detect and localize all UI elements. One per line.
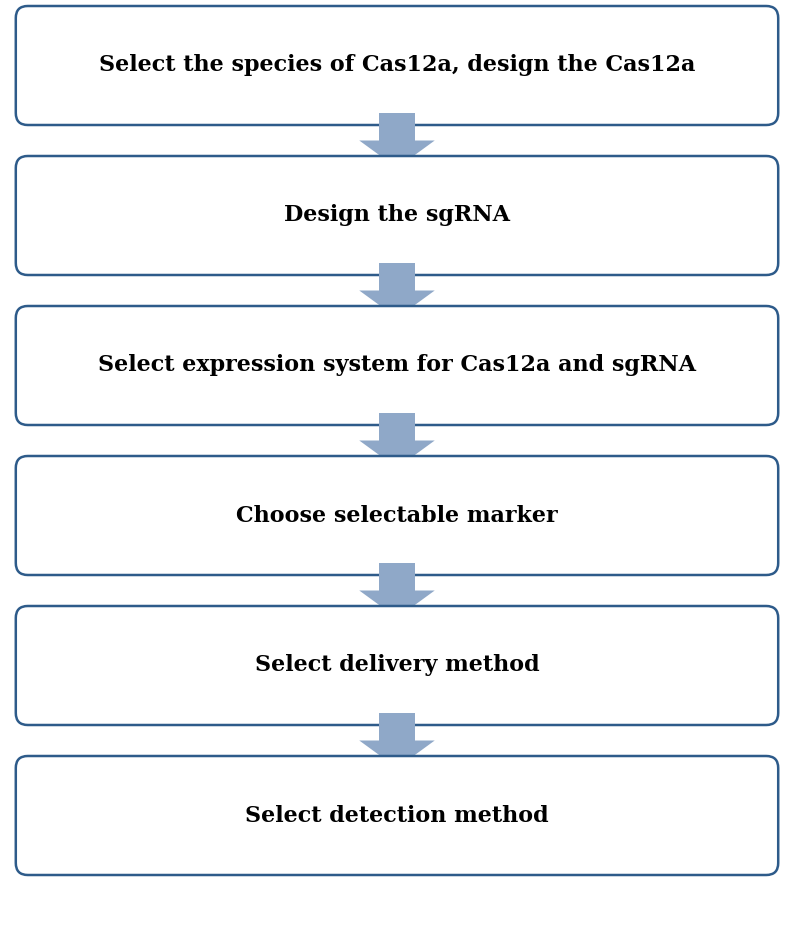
Polygon shape (380, 563, 414, 591)
Text: Design the sgRNA: Design the sgRNA (284, 205, 510, 227)
Text: Choose selectable marker: Choose selectable marker (236, 505, 558, 527)
FancyBboxPatch shape (16, 6, 778, 125)
FancyBboxPatch shape (16, 306, 778, 425)
FancyBboxPatch shape (16, 156, 778, 275)
FancyBboxPatch shape (16, 756, 778, 875)
Polygon shape (380, 713, 414, 741)
Text: Select detection method: Select detection method (245, 805, 549, 827)
Polygon shape (380, 413, 414, 441)
Polygon shape (380, 113, 414, 141)
FancyBboxPatch shape (16, 456, 778, 575)
Polygon shape (359, 591, 435, 618)
Polygon shape (380, 263, 414, 291)
Text: Select delivery method: Select delivery method (255, 655, 539, 677)
Polygon shape (359, 291, 435, 318)
FancyBboxPatch shape (16, 606, 778, 725)
Polygon shape (359, 441, 435, 468)
Text: Select the species of Cas12a, design the Cas12a: Select the species of Cas12a, design the… (98, 55, 696, 77)
Polygon shape (359, 741, 435, 768)
Text: Select expression system for Cas12a and sgRNA: Select expression system for Cas12a and … (98, 355, 696, 377)
Polygon shape (359, 141, 435, 168)
